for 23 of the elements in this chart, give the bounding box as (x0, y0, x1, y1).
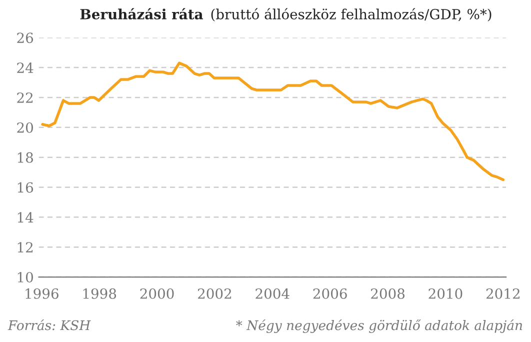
text: * Négy negyedéves gördülő adatok alapján (236, 319, 522, 333)
x-tick-label: 2008 (371, 288, 405, 299)
line-series (41, 62, 505, 182)
y-tick-label: 18 (18, 152, 33, 163)
chart-title: Beruházási ráta (80, 8, 203, 20)
x-tick-label: 1996 (26, 288, 58, 299)
x-tick-label: 2004 (256, 288, 290, 299)
text: Forrás: KSH (8, 319, 91, 330)
x-tick-label: 2006 (313, 288, 347, 299)
y-tick-label: 24 (17, 62, 34, 73)
x-tick-label: 2000 (140, 288, 174, 299)
y-tick-label: 26 (17, 32, 34, 44)
x-tick-label: 2002 (198, 288, 232, 299)
y-tick-label: 10 (18, 272, 33, 282)
x-tick-label: 1998 (83, 288, 116, 299)
y-tick-label: 22 (17, 92, 33, 103)
y-tick-label: 12 (18, 242, 33, 252)
chart-subtitle: (bruttó állóeszköz felhalmozás/GDP, %*) (211, 8, 492, 22)
y-tick-label: 14 (18, 212, 34, 222)
y-tick-label: 16 (18, 182, 34, 193)
x-tick-label: 2012 (486, 288, 520, 299)
y-tick-label: 20 (17, 122, 33, 133)
x-tick-label: 2010 (428, 288, 462, 299)
